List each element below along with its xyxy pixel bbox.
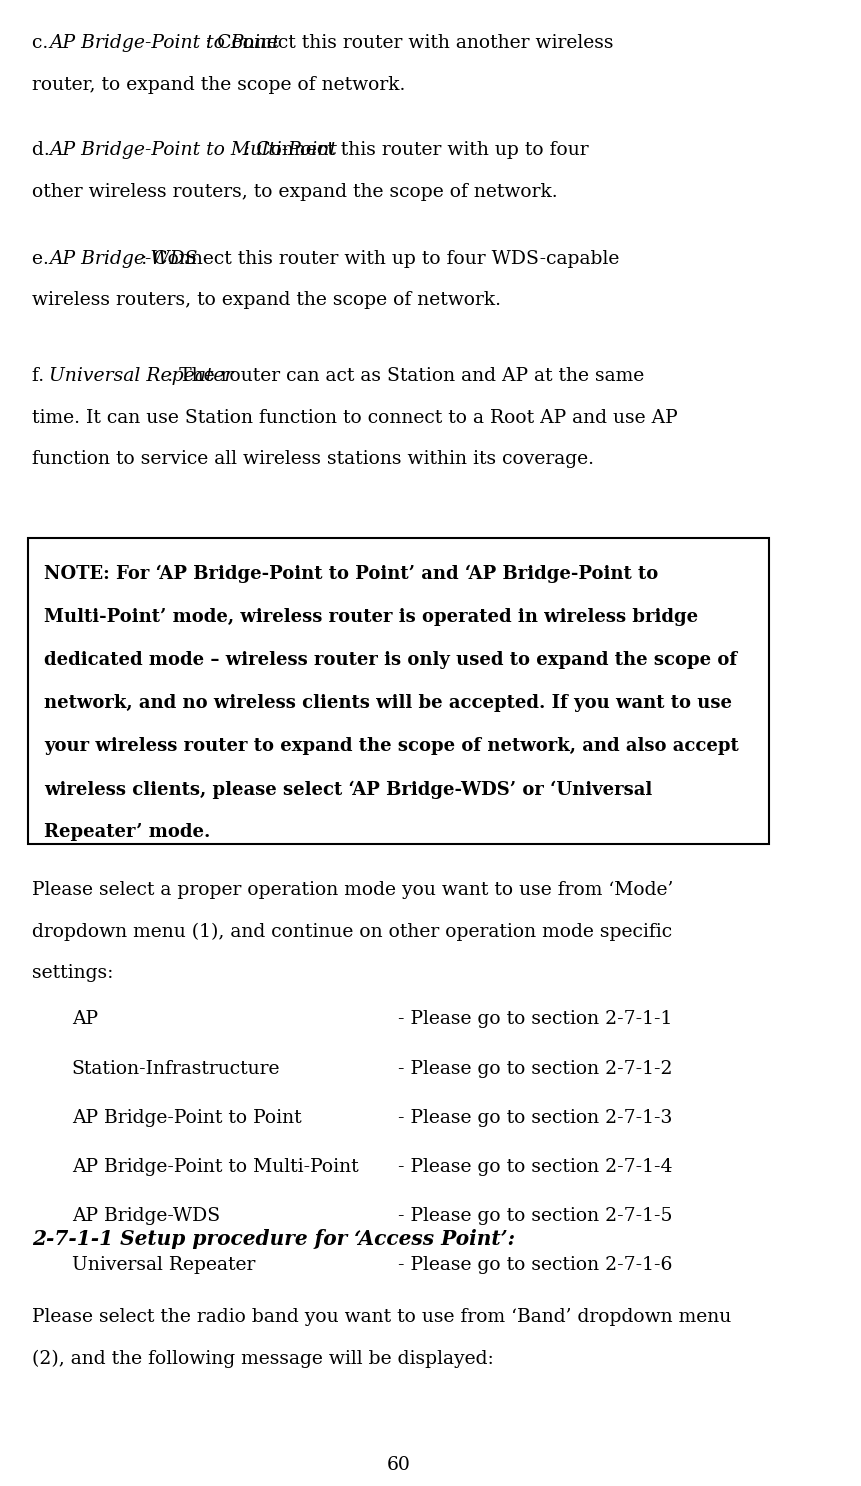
Text: your wireless router to expand the scope of network, and also accept: your wireless router to expand the scope…: [44, 737, 739, 755]
Text: function to service all wireless stations within its coverage.: function to service all wireless station…: [32, 450, 594, 468]
Text: settings:: settings:: [32, 964, 114, 982]
Text: time. It can use Station function to connect to a Root AP and use AP: time. It can use Station function to con…: [32, 409, 678, 426]
Text: - Please go to section 2-7-1-5: - Please go to section 2-7-1-5: [399, 1207, 673, 1224]
Text: router, to expand the scope of network.: router, to expand the scope of network.: [32, 76, 406, 94]
Text: : Connect this router with another wireless: : Connect this router with another wirel…: [205, 34, 613, 52]
Text: Please select a proper operation mode you want to use from ‘Mode’: Please select a proper operation mode yo…: [32, 881, 673, 899]
Text: - Please go to section 2-7-1-3: - Please go to section 2-7-1-3: [399, 1109, 672, 1126]
Text: - Please go to section 2-7-1-6: - Please go to section 2-7-1-6: [399, 1256, 672, 1274]
Text: - Please go to section 2-7-1-4: - Please go to section 2-7-1-4: [399, 1158, 673, 1175]
Text: wireless routers, to expand the scope of network.: wireless routers, to expand the scope of…: [32, 291, 501, 309]
Text: AP Bridge-Point to Point: AP Bridge-Point to Point: [71, 1109, 301, 1126]
Text: AP Bridge-WDS: AP Bridge-WDS: [49, 250, 198, 267]
Text: : Connect this router with up to four WDS-capable: : Connect this router with up to four WD…: [141, 250, 619, 267]
Text: e.: e.: [32, 250, 55, 267]
Text: 60: 60: [387, 1456, 411, 1474]
Text: : Connect this router with up to four: : Connect this router with up to four: [244, 141, 588, 159]
Text: 2-7-1-1 Setup procedure for ‘Access Point’:: 2-7-1-1 Setup procedure for ‘Access Poin…: [32, 1229, 515, 1248]
Text: c.: c.: [32, 34, 54, 52]
Text: Multi-Point’ mode, wireless router is operated in wireless bridge: Multi-Point’ mode, wireless router is op…: [44, 608, 698, 626]
Text: d.: d.: [32, 141, 56, 159]
Text: AP Bridge-Point to Multi-Point: AP Bridge-Point to Multi-Point: [49, 141, 338, 159]
Text: wireless clients, please select ‘AP Bridge-WDS’ or ‘Universal: wireless clients, please select ‘AP Brid…: [44, 780, 652, 798]
Text: Universal Repeater: Universal Repeater: [49, 367, 234, 385]
Text: Please select the radio band you want to use from ‘Band’ dropdown menu: Please select the radio band you want to…: [32, 1308, 731, 1326]
Text: Universal Repeater: Universal Repeater: [71, 1256, 255, 1274]
Text: f.: f.: [32, 367, 50, 385]
Text: (2), and the following message will be displayed:: (2), and the following message will be d…: [32, 1349, 493, 1367]
Text: dedicated mode – wireless router is only used to expand the scope of: dedicated mode – wireless router is only…: [44, 651, 737, 669]
Text: Station-Infrastructure: Station-Infrastructure: [71, 1060, 280, 1077]
Text: - Please go to section 2-7-1-2: - Please go to section 2-7-1-2: [399, 1060, 673, 1077]
Text: AP Bridge-Point to Point: AP Bridge-Point to Point: [49, 34, 280, 52]
Text: dropdown menu (1), and continue on other operation mode specific: dropdown menu (1), and continue on other…: [32, 923, 672, 941]
Text: AP Bridge-WDS: AP Bridge-WDS: [71, 1207, 220, 1224]
Text: Repeater’ mode.: Repeater’ mode.: [44, 823, 210, 841]
FancyBboxPatch shape: [28, 538, 769, 844]
Text: : The router can act as Station and AP at the same: : The router can act as Station and AP a…: [167, 367, 645, 385]
Text: AP Bridge-Point to Multi-Point: AP Bridge-Point to Multi-Point: [71, 1158, 358, 1175]
Text: - Please go to section 2-7-1-1: - Please go to section 2-7-1-1: [399, 1010, 672, 1028]
Text: other wireless routers, to expand the scope of network.: other wireless routers, to expand the sc…: [32, 183, 558, 201]
Text: AP: AP: [71, 1010, 97, 1028]
Text: NOTE: For ‘AP Bridge-Point to Point’ and ‘AP Bridge-Point to: NOTE: For ‘AP Bridge-Point to Point’ and…: [44, 565, 658, 583]
Text: network, and no wireless clients will be accepted. If you want to use: network, and no wireless clients will be…: [44, 694, 732, 712]
